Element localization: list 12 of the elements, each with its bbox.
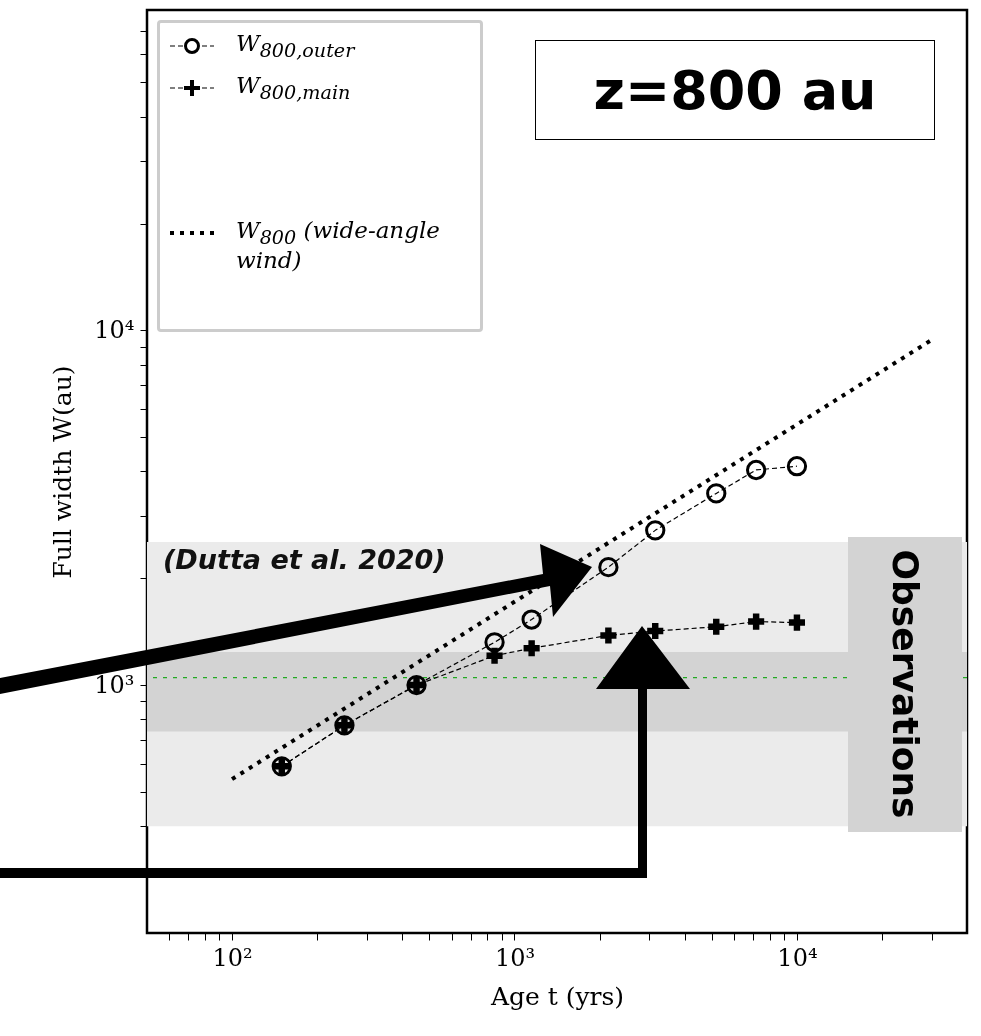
x-tick-label: 10² (212, 943, 253, 972)
legend-label: W$_{800,outer}$ (236, 30, 357, 62)
annotation: z=800 au (535, 40, 935, 140)
legend-label: W$_{800,main}$ (236, 72, 352, 104)
x-axis-title: Age t (yrs) (489, 981, 625, 1011)
x-tick-label: 10⁴ (777, 943, 818, 972)
annotation: Observations (884, 549, 926, 819)
y-axis-title: Full width W(au) (48, 365, 78, 579)
annotation: (Dutta et al. 2020) (163, 544, 446, 575)
legend-label: W$_{800}$ (wide-angle wind) (236, 217, 441, 273)
label-panel: Observations (848, 537, 962, 832)
x-tick-label: 10³ (494, 943, 536, 972)
